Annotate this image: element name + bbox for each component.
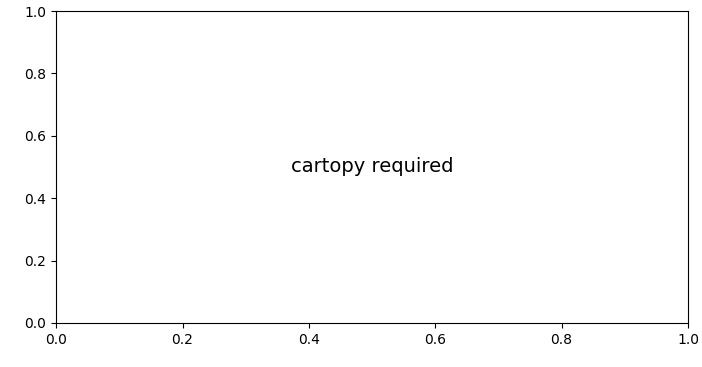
Text: cartopy required: cartopy required	[291, 157, 453, 177]
